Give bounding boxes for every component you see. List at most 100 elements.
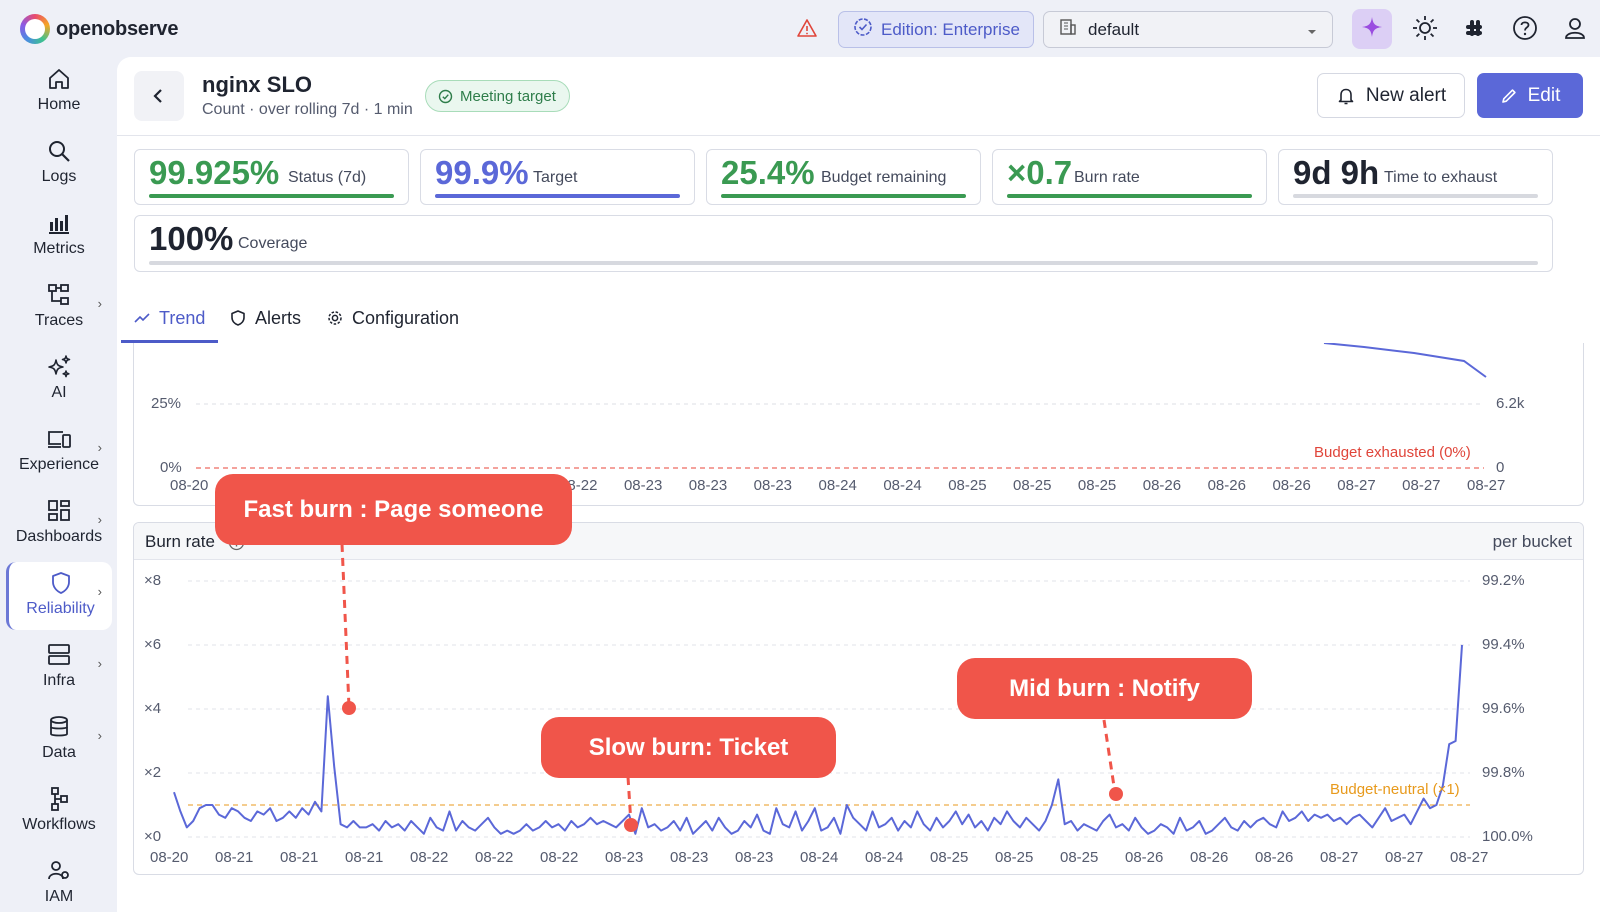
y-tick-right: 0 bbox=[1496, 459, 1505, 476]
gear-icon bbox=[328, 311, 342, 325]
status-badge: Meeting target bbox=[425, 80, 570, 112]
x-tick-label: 08-27 bbox=[1450, 849, 1489, 866]
devices-icon bbox=[48, 431, 71, 448]
metric-value: 100% bbox=[149, 220, 234, 257]
chevron-right-icon: › bbox=[97, 728, 102, 743]
x-tick-label: 08-23 bbox=[670, 849, 709, 866]
burn-rate-chart bbox=[173, 580, 1470, 838]
bell-icon bbox=[1338, 88, 1354, 104]
y-tick-left: ×2 bbox=[144, 764, 162, 781]
sidebar-item-experience[interactable]: Experience › bbox=[6, 418, 112, 486]
app-logo[interactable]: openobserve bbox=[20, 14, 178, 44]
edit-button[interactable]: Edit bbox=[1477, 73, 1583, 118]
logo-mark-icon bbox=[20, 14, 50, 44]
metric-bar bbox=[1293, 194, 1538, 198]
warning-icon[interactable] bbox=[796, 18, 818, 43]
verified-badge-icon bbox=[853, 17, 873, 42]
metric-card-status: 99.925% Status (7d) bbox=[134, 149, 409, 205]
users-icon bbox=[48, 861, 69, 880]
theme-icon[interactable] bbox=[1411, 14, 1439, 47]
burn-rate-panel: Burn rate per bucket ×8 99.2% ×6 99.4% ×4 99.… bbox=[133, 522, 1584, 875]
sidebar-item-label: Metrics bbox=[33, 240, 85, 257]
metric-bar bbox=[435, 194, 680, 198]
x-tick-label: 08-21 bbox=[280, 849, 319, 866]
workflow-icon bbox=[51, 787, 68, 811]
org-selector[interactable]: default bbox=[1043, 11, 1333, 48]
server-icon bbox=[48, 644, 70, 665]
back-button[interactable] bbox=[134, 71, 184, 121]
sidebar-item-data[interactable]: Data › bbox=[6, 706, 112, 774]
sidebar-item-label: Dashboards bbox=[15, 528, 103, 545]
x-tick-label: 08-26 bbox=[1272, 477, 1311, 494]
tab-alerts[interactable]: Alerts bbox=[229, 294, 301, 342]
y-tick-right: 99.4% bbox=[1482, 636, 1525, 653]
x-tick-label: 08-27 bbox=[1320, 849, 1359, 866]
help-icon[interactable] bbox=[1511, 14, 1539, 47]
tab-configuration[interactable]: Configuration bbox=[326, 294, 459, 342]
sidebar-item-workflows[interactable]: Workflows bbox=[6, 778, 112, 846]
sidebar-item-label: Traces bbox=[34, 312, 84, 329]
sidebar-item-label: Workflows bbox=[22, 816, 96, 833]
sidebar-item-label: Home bbox=[37, 96, 81, 113]
callout-fast-burn: Fast burn : Page someone bbox=[215, 474, 572, 545]
metric-value: 99.9% bbox=[435, 154, 529, 191]
edition-button[interactable]: Edition: Enterprise bbox=[838, 11, 1034, 48]
x-tick-label: 08-23 bbox=[753, 477, 793, 494]
x-tick-label: 08-22 bbox=[475, 849, 514, 866]
sidebar-item-metrics[interactable]: Metrics bbox=[6, 202, 112, 270]
panel-title: Burn rate bbox=[145, 532, 215, 551]
ai-sparkle-icon bbox=[1360, 15, 1384, 44]
x-tick-label: 08-24 bbox=[883, 477, 922, 494]
ai-assistant-button[interactable] bbox=[1352, 9, 1392, 49]
chevron-right-icon: › bbox=[97, 656, 102, 671]
y-tick-right: 6.2k bbox=[1496, 395, 1525, 412]
metric-value: ×0.7 bbox=[1007, 154, 1073, 191]
sidebar-item-infra[interactable]: Infra › bbox=[6, 634, 112, 702]
x-tick-label: 08-27 bbox=[1385, 849, 1424, 866]
database-icon bbox=[50, 716, 68, 737]
sidebar-item-home[interactable]: Home bbox=[6, 58, 112, 126]
sidebar-item-label: Infra bbox=[42, 672, 75, 689]
sidebar-item-reliability[interactable]: Reliability › bbox=[6, 562, 112, 630]
sidebar-item-iam[interactable]: IAM bbox=[6, 850, 112, 912]
sidebar-item-logs[interactable]: Logs bbox=[6, 130, 112, 198]
chevron-left-icon bbox=[153, 89, 162, 103]
tab-trend[interactable]: Trend bbox=[133, 294, 205, 342]
new-alert-button[interactable]: New alert bbox=[1317, 73, 1465, 118]
burn-rate-series-line bbox=[173, 644, 1463, 835]
metric-label: Coverage bbox=[238, 235, 308, 252]
y-tick-right: 100.0% bbox=[1482, 828, 1533, 845]
status-badge-label: Meeting target bbox=[460, 87, 556, 105]
metric-card-time-to-exhaust: 9d 9h Time to exhaust bbox=[1278, 149, 1553, 205]
sidebar-item-ai[interactable]: AI bbox=[6, 346, 112, 414]
sidebar-item-dashboards[interactable]: Dashboards › bbox=[6, 490, 112, 558]
sidebar: Home Logs Metrics Traces › AI Experience… bbox=[0, 57, 117, 912]
metric-card-target: 99.9% Target bbox=[420, 149, 695, 205]
slack-icon[interactable] bbox=[1460, 14, 1488, 47]
chevron-right-icon: › bbox=[97, 296, 102, 311]
metric-label: Target bbox=[533, 169, 578, 186]
chevron-down-icon bbox=[1306, 23, 1318, 43]
sidebar-item-label: Data bbox=[42, 744, 76, 761]
x-tick-label: 08-25 bbox=[1060, 849, 1099, 866]
y-tick-left: 0% bbox=[160, 459, 182, 476]
chevron-right-icon: › bbox=[97, 512, 102, 527]
y-tick-right: 99.6% bbox=[1482, 700, 1525, 717]
header-divider bbox=[117, 135, 1600, 136]
metric-value: 9d 9h bbox=[1293, 154, 1380, 191]
x-tick-label: 08-23 bbox=[688, 477, 728, 494]
user-icon[interactable] bbox=[1561, 14, 1589, 47]
sidebar-item-label: Experience bbox=[18, 456, 100, 473]
x-tick-label: 08-26 bbox=[1125, 849, 1164, 866]
metric-label: Time to exhaust bbox=[1384, 169, 1498, 186]
y-tick-left: ×8 bbox=[144, 572, 162, 589]
tab-bar: Trend Alerts Configuration bbox=[117, 294, 497, 342]
chevron-right-icon: › bbox=[97, 440, 102, 455]
x-tick-label: 08-22 bbox=[540, 849, 579, 866]
page-subtitle: Count · over rolling 7d · 1 min bbox=[202, 101, 413, 118]
x-tick-label: 08-20 bbox=[150, 849, 189, 866]
sidebar-item-traces[interactable]: Traces › bbox=[6, 274, 112, 342]
chevron-right-icon: › bbox=[97, 584, 102, 599]
y-tick-left: ×6 bbox=[144, 636, 162, 653]
metric-card-budget-remaining: 25.4% Budget remaining bbox=[706, 149, 981, 205]
